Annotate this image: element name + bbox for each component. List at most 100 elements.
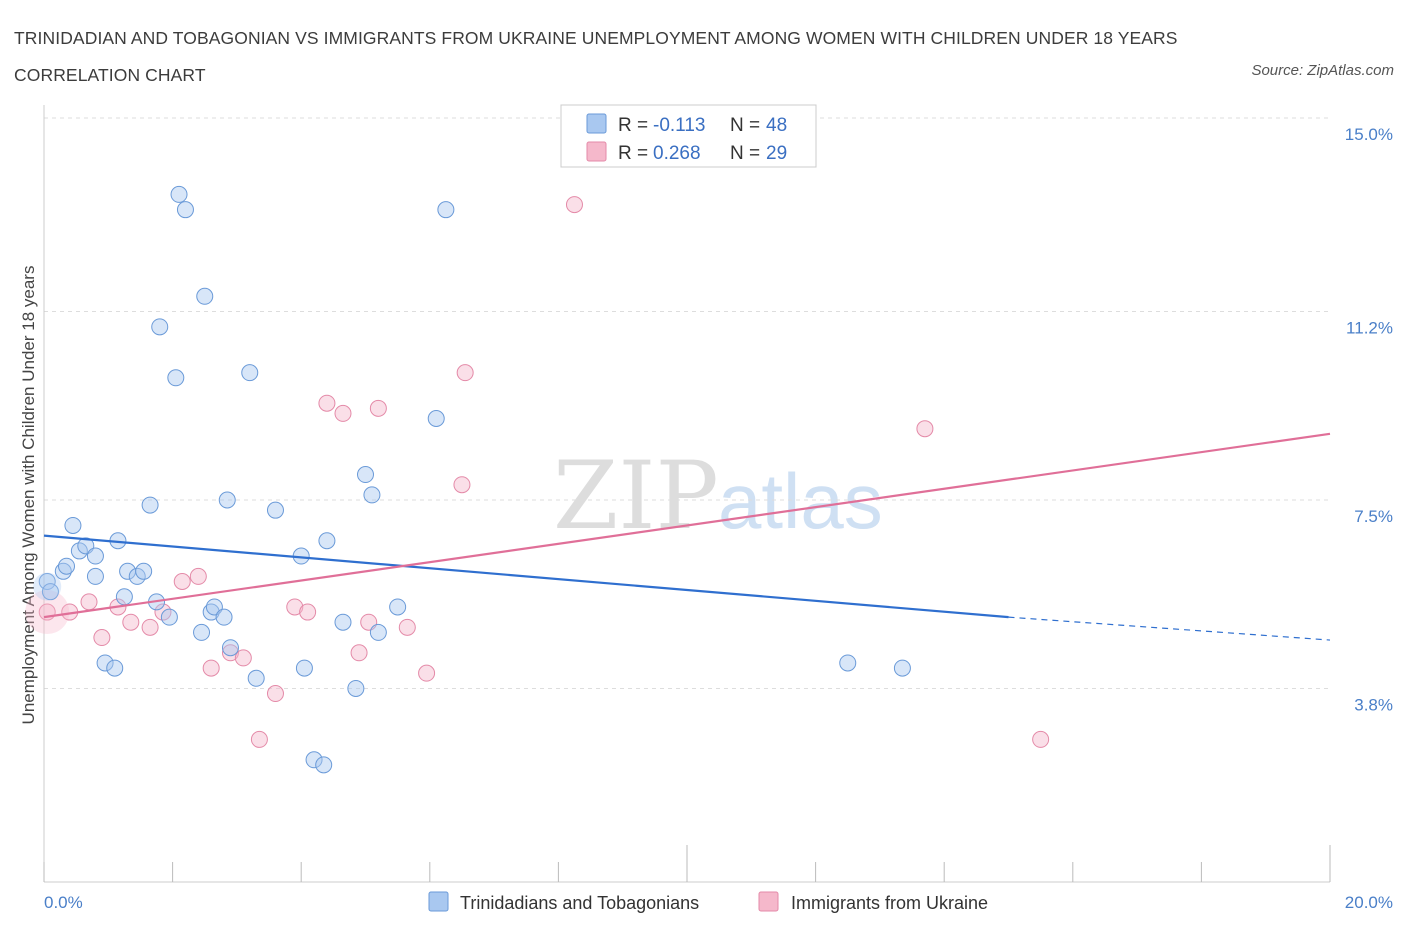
trinidad-point [151, 318, 169, 336]
series-ukraine-points [25, 196, 1050, 748]
ukraine-point [350, 644, 368, 662]
trinidad-point [334, 613, 352, 631]
trinidad-point [247, 669, 265, 687]
trinidad-point [64, 516, 82, 534]
ukraine-point [318, 394, 336, 412]
trinidad-point [38, 572, 56, 590]
trinidad-point [295, 659, 313, 677]
ukraine-point [369, 399, 387, 417]
y-tick-label: 3.8% [1354, 695, 1393, 714]
trinidad-point [305, 751, 323, 769]
trinidad-point [58, 557, 76, 575]
watermark-zip: ZIP [553, 442, 719, 551]
trinidad-point [86, 567, 104, 585]
ukraine-point [122, 613, 140, 631]
ukraine-point [80, 593, 98, 611]
ukraine-point [266, 685, 284, 703]
legend-r-value-2: 0.268 [653, 143, 701, 164]
trinidad-point [315, 756, 333, 774]
legend-r-value-1: -0.113 [653, 115, 705, 136]
ukraine-trend-line [43, 432, 1331, 619]
ukraine-point [418, 664, 436, 682]
ukraine-point [299, 603, 317, 621]
trinidad-trend-line [43, 534, 1009, 619]
trinidad-point [96, 654, 114, 672]
legend-n-value-2: 29 [766, 143, 787, 164]
correlation-legend: R = -0.113 N = 48 R = 0.268 N = 29 [560, 104, 817, 168]
trinidad-point [357, 466, 374, 484]
trinidad-point [215, 608, 233, 626]
ukraine-point [141, 618, 159, 636]
trinidad-point [115, 588, 133, 606]
trinidad-point [347, 679, 365, 697]
trinidad-point [266, 501, 284, 519]
trinidad-point [160, 608, 178, 626]
trinidad-point [106, 659, 124, 677]
y-tick-labels: 3.8% 7.5% 11.2% 15.0% [1345, 125, 1393, 714]
trinidad-point [135, 562, 153, 580]
trinidad-point [170, 185, 188, 203]
ukraine-point [1032, 730, 1050, 748]
trinidad-point [369, 623, 387, 641]
bottom-legend-swatch-pink [758, 891, 779, 912]
ukraine-point-large [25, 590, 70, 635]
y-axis-label: Unemployment Among Women with Children U… [19, 266, 38, 725]
ukraine-point [453, 476, 471, 494]
trinidad-point [141, 496, 159, 514]
y-tick-label: 11.2% [1346, 319, 1393, 338]
legend-n-label-1: N = [730, 115, 760, 136]
trend-lines [43, 432, 1331, 641]
legend-swatch-pink [586, 141, 607, 162]
trinidad-point [363, 486, 381, 504]
ukraine-point [221, 644, 239, 662]
trinidad-point [54, 562, 72, 580]
trinidad-point [41, 583, 59, 601]
axes [43, 105, 1331, 883]
y-tick-label: 7.5% [1354, 507, 1393, 526]
ukraine-point [202, 659, 220, 677]
trinidad-point-large [33, 572, 62, 601]
trinidad-point [221, 639, 239, 657]
ukraine-point [93, 629, 111, 647]
trinidad-point [318, 532, 336, 550]
ukraine-point [250, 730, 268, 748]
ukraine-point [398, 618, 416, 636]
legend-swatch-blue [586, 113, 607, 134]
trinidad-trend-extension [1008, 616, 1331, 641]
gridlines [44, 117, 1330, 689]
trinidad-point [389, 598, 407, 616]
ukraine-point [334, 404, 352, 422]
trinidad-point [437, 201, 455, 219]
legend-r-label-2: R = [618, 143, 648, 164]
ukraine-point [916, 420, 934, 438]
trinidad-point [176, 201, 194, 219]
trinidad-point [427, 410, 445, 428]
ukraine-point [456, 364, 474, 382]
ukraine-point [173, 572, 191, 590]
legend-n-label-2: N = [730, 143, 760, 164]
x-tick-label-min: 0.0% [44, 893, 83, 912]
bottom-legend-label-blue: Trinidadians and Tobagonians [460, 893, 699, 913]
trinidad-point [839, 654, 857, 672]
trinidad-point [218, 491, 236, 509]
bottom-legend-swatch-blue [428, 891, 449, 912]
trinidad-point [196, 287, 214, 305]
source-credit: Source: ZipAtlas.com [1251, 62, 1394, 79]
trinidad-point [167, 369, 185, 387]
bottom-legend-label-pink: Immigrants from Ukraine [791, 893, 988, 913]
legend-r-label-1: R = [618, 115, 648, 136]
trinidad-point [193, 623, 211, 641]
trinidad-point [241, 364, 259, 382]
ukraine-point [286, 598, 304, 616]
ukraine-point [565, 196, 583, 214]
series-legend: Trinidadians and Tobagonians Immigrants … [428, 891, 988, 913]
legend-n-value-1: 48 [766, 115, 787, 136]
x-tick-label-max: 20.0% [1345, 893, 1393, 912]
y-tick-label: 15.0% [1345, 125, 1393, 144]
series-trinidad-points [33, 185, 911, 774]
trinidad-point [202, 603, 220, 621]
ukraine-point [189, 567, 207, 585]
ukraine-point [234, 649, 252, 667]
trinidad-point [86, 547, 104, 565]
